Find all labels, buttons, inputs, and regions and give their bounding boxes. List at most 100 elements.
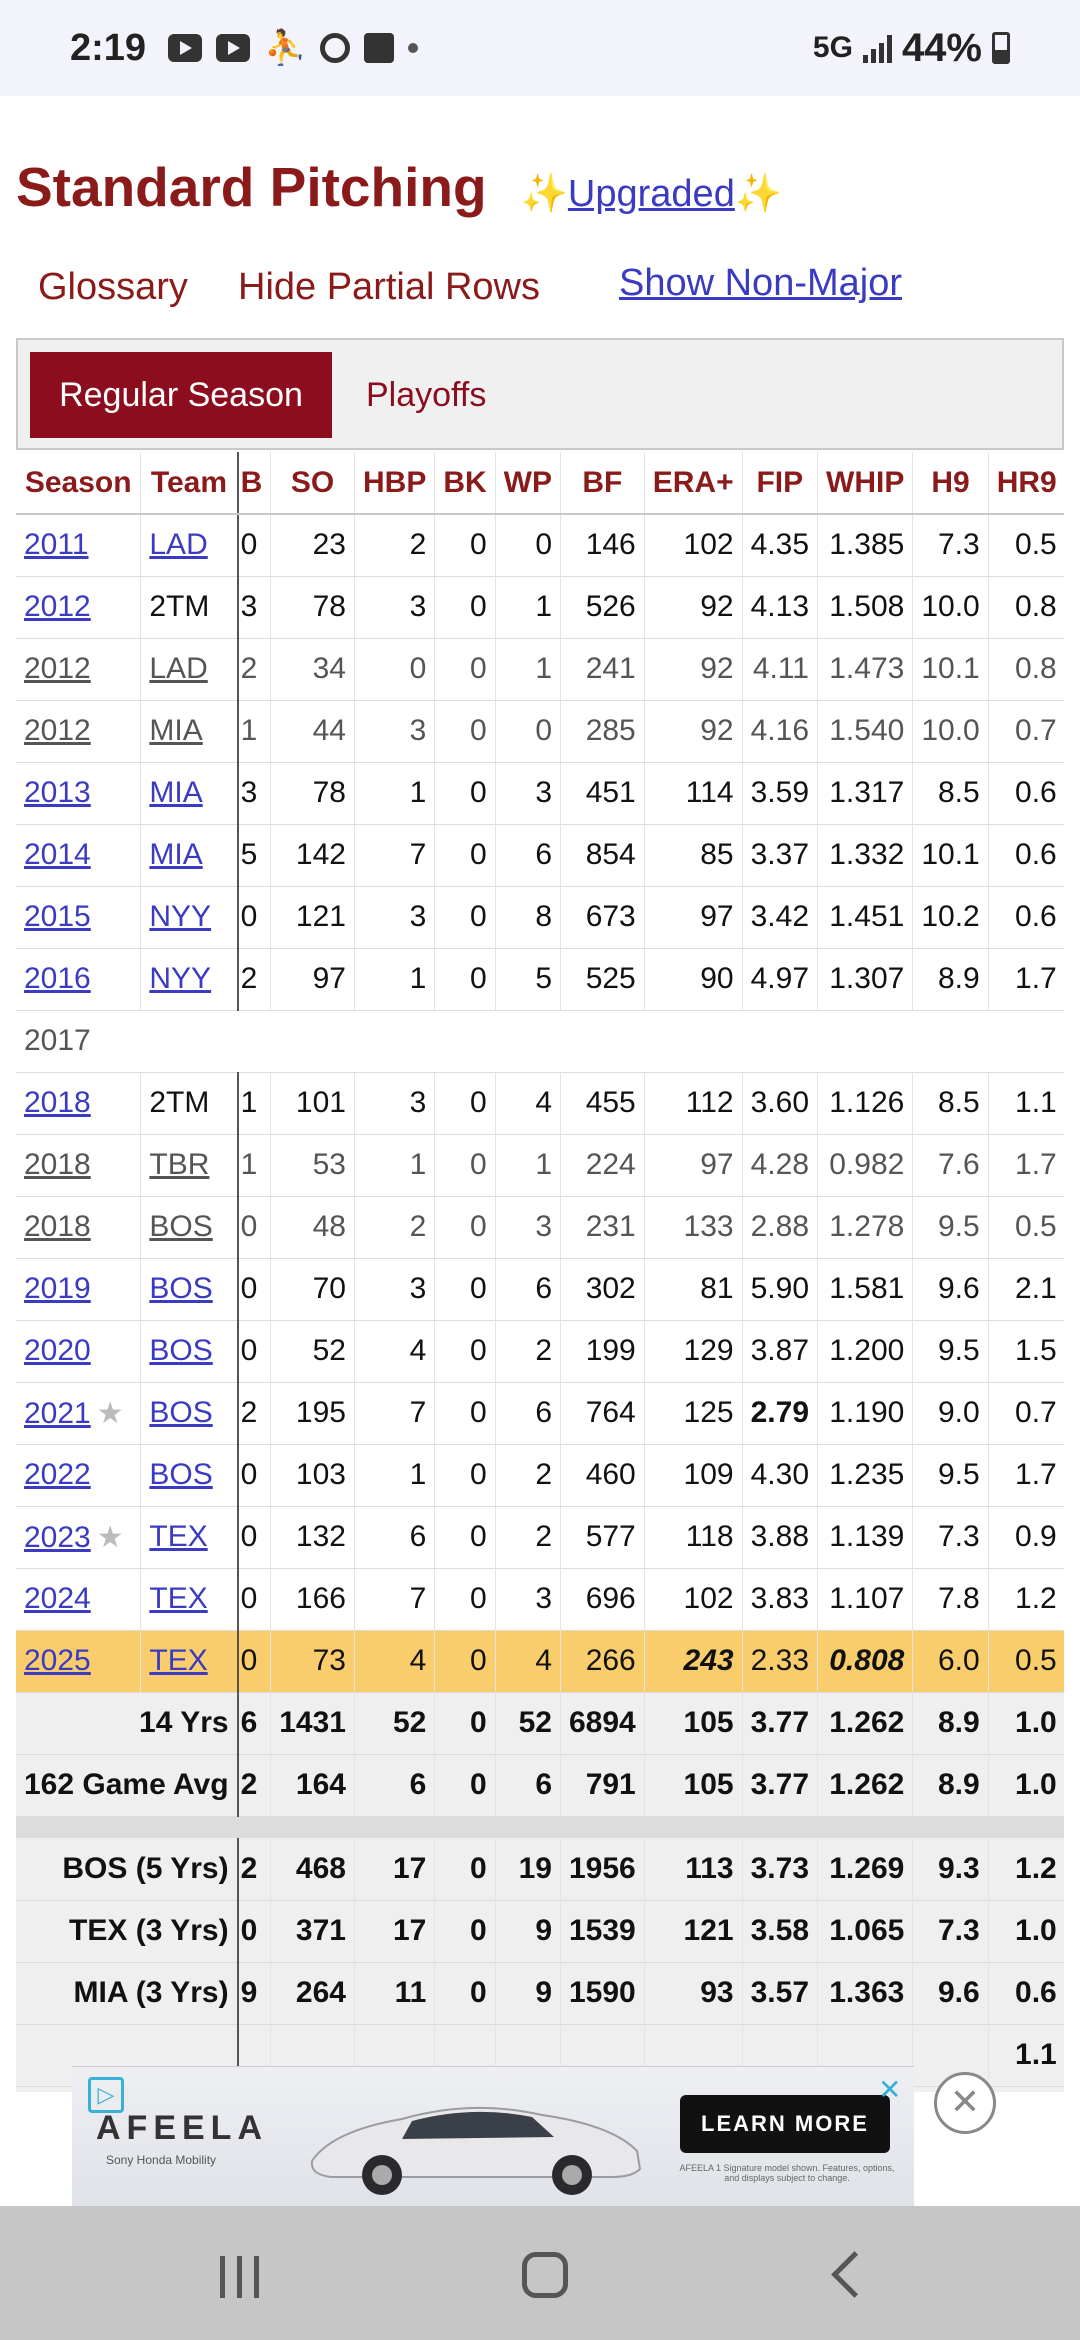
cell-whip: 1.581 [817,1258,914,1321]
cell-bf: 791 [560,1754,645,1817]
cell-b: 0 [236,1258,272,1321]
ad-choices-icon[interactable]: ▷ [88,2077,124,2113]
cell-bf: 6894 [560,1692,645,1755]
cell-bf: 266 [560,1630,645,1693]
glossary-link[interactable]: Glossary [38,266,188,308]
team-link[interactable]: BOS [149,1458,213,1491]
team-link[interactable]: NYY [149,962,212,995]
cell-season: 2019 [16,1258,142,1321]
season-link[interactable]: 2018 [24,1086,91,1119]
ad-x-icon[interactable]: ✕ [878,2074,902,2105]
season-link[interactable]: 2016 [24,962,91,995]
col-header-fip[interactable]: FIP [742,452,819,515]
close-ad-icon[interactable]: ✕ [934,2072,996,2134]
col-header-h9[interactable]: H9 [912,452,989,515]
season-link[interactable]: 2018 [24,1210,91,1243]
season-link[interactable]: 2012 [24,652,91,685]
back-icon[interactable] [831,2251,878,2298]
cell-whip: 1.540 [817,700,914,763]
team-link[interactable]: TEX [149,1644,208,1677]
cell-hbp: 11 [354,1962,436,2025]
team-link[interactable]: NYY [149,900,212,933]
team-link[interactable]: TEX [149,1582,208,1615]
team-link[interactable]: TBR [149,1148,210,1181]
team-link[interactable]: TEX [149,1520,208,1553]
season-link[interactable]: 2019 [24,1272,91,1305]
team-link[interactable]: BOS [149,1210,213,1243]
learn-more-button[interactable]: LEARN MORE [680,2095,890,2153]
col-header-b[interactable]: B [236,452,272,515]
season-link[interactable]: 2020 [24,1334,91,1367]
season-link[interactable]: 2022 [24,1458,91,1491]
col-header-season[interactable]: Season [16,452,142,515]
tab-regular-season[interactable]: Regular Season [30,352,332,438]
col-header-hr9[interactable]: HR9 [988,452,1064,515]
table-row: 2024 TEX 0 166 7 0 3 696 102 3.83 1.107 7.8 1.2 [16,1568,1064,1631]
cell-hbp: 2 [354,1196,436,1259]
col-header-bf[interactable]: BF [560,452,645,515]
cell-h9: 9.6 [912,1962,989,2025]
car-image [310,2106,642,2195]
col-header-era[interactable]: ERA+ [644,452,743,515]
hide-partial-rows-link[interactable]: Hide Partial Rows [238,266,540,308]
season-link[interactable]: 2011 [24,528,89,562]
cell-bf: 146 [560,514,645,577]
season-link[interactable]: 2021 [24,1396,91,1430]
season-link[interactable]: 2012 [24,714,91,747]
advertisement-banner[interactable]: ▷ AFEELA Sony Honda Mobility LEARN MORE … [72,2066,914,2207]
season-link[interactable]: 2012 [24,590,91,623]
tab-playoffs[interactable]: Playoffs [366,375,487,414]
cell-era: 81 [644,1258,743,1321]
col-header-hbp[interactable]: HBP [354,452,436,515]
table-row: 2021 ★ BOS 2 195 7 0 6 764 125 2.79 1.190 9.0 0.7 [16,1382,1064,1445]
col-header-so[interactable]: SO [270,452,355,515]
team-link[interactable]: BOS [149,1334,213,1367]
cell-bk: 0 [434,1382,496,1445]
team-link[interactable]: BOS [149,1272,213,1305]
cell-b: 3 [236,762,272,825]
pitching-table-scroll[interactable]: Season Team B SO HBP BK WP BF ERA+ FIP WHIP H9 HR9 2… [16,452,1064,2092]
cell-whip: 1.278 [817,1196,914,1259]
home-icon[interactable] [522,2252,568,2298]
cell-hbp: 7 [354,1382,436,1445]
cell-h9: 7.3 [912,1506,989,1569]
chrome-icon [320,33,351,63]
col-header-wp[interactable]: WP [495,452,562,515]
cell-team: TEX [140,1630,239,1693]
cell-whip: 1.269 [817,1838,914,1901]
season-link[interactable]: 2023 [24,1520,91,1554]
table-spacer [16,1816,1064,1838]
cell-season: 2016 [16,948,142,1011]
season-link[interactable]: 2025 [24,1644,91,1677]
cell-b: 6 [236,1692,272,1755]
season-link[interactable]: 2024 [24,1582,91,1615]
col-header-team[interactable]: Team [140,452,239,515]
team-link[interactable]: MIA [149,838,203,871]
team-link[interactable]: MIA [149,776,203,809]
recent-apps-icon[interactable] [220,2256,259,2298]
cell-hr9: 1.7 [988,1444,1064,1507]
cell-bf: 696 [560,1568,645,1631]
page-title: Standard Pitching [16,156,487,218]
cell-b: 2 [236,1754,272,1817]
cell-h9: 7.8 [912,1568,989,1631]
team-link[interactable]: BOS [149,1396,213,1429]
col-header-whip[interactable]: WHIP [817,452,914,515]
cell-so: 52 [270,1320,355,1383]
show-non-major-link[interactable]: Show Non-Major [619,262,902,304]
team-link[interactable]: LAD [149,528,208,562]
cell-hbp: 2 [354,514,436,577]
team-link[interactable]: LAD [149,652,208,685]
team-link[interactable]: MIA [149,714,203,747]
season-link[interactable]: 2018 [24,1148,91,1181]
season-link[interactable]: 2013 [24,776,91,809]
season-link[interactable]: 2015 [24,900,91,933]
cell-b: 0 [236,1444,272,1507]
col-header-bk[interactable]: BK [434,452,496,515]
cell-bf: 455 [560,1072,645,1135]
upgraded-link[interactable]: Upgraded [567,173,735,215]
cell-era: 93 [644,1962,743,2025]
cell-fip: 3.88 [742,1506,819,1569]
season-link[interactable]: 2014 [24,838,91,871]
cell-b: 2 [236,948,272,1011]
